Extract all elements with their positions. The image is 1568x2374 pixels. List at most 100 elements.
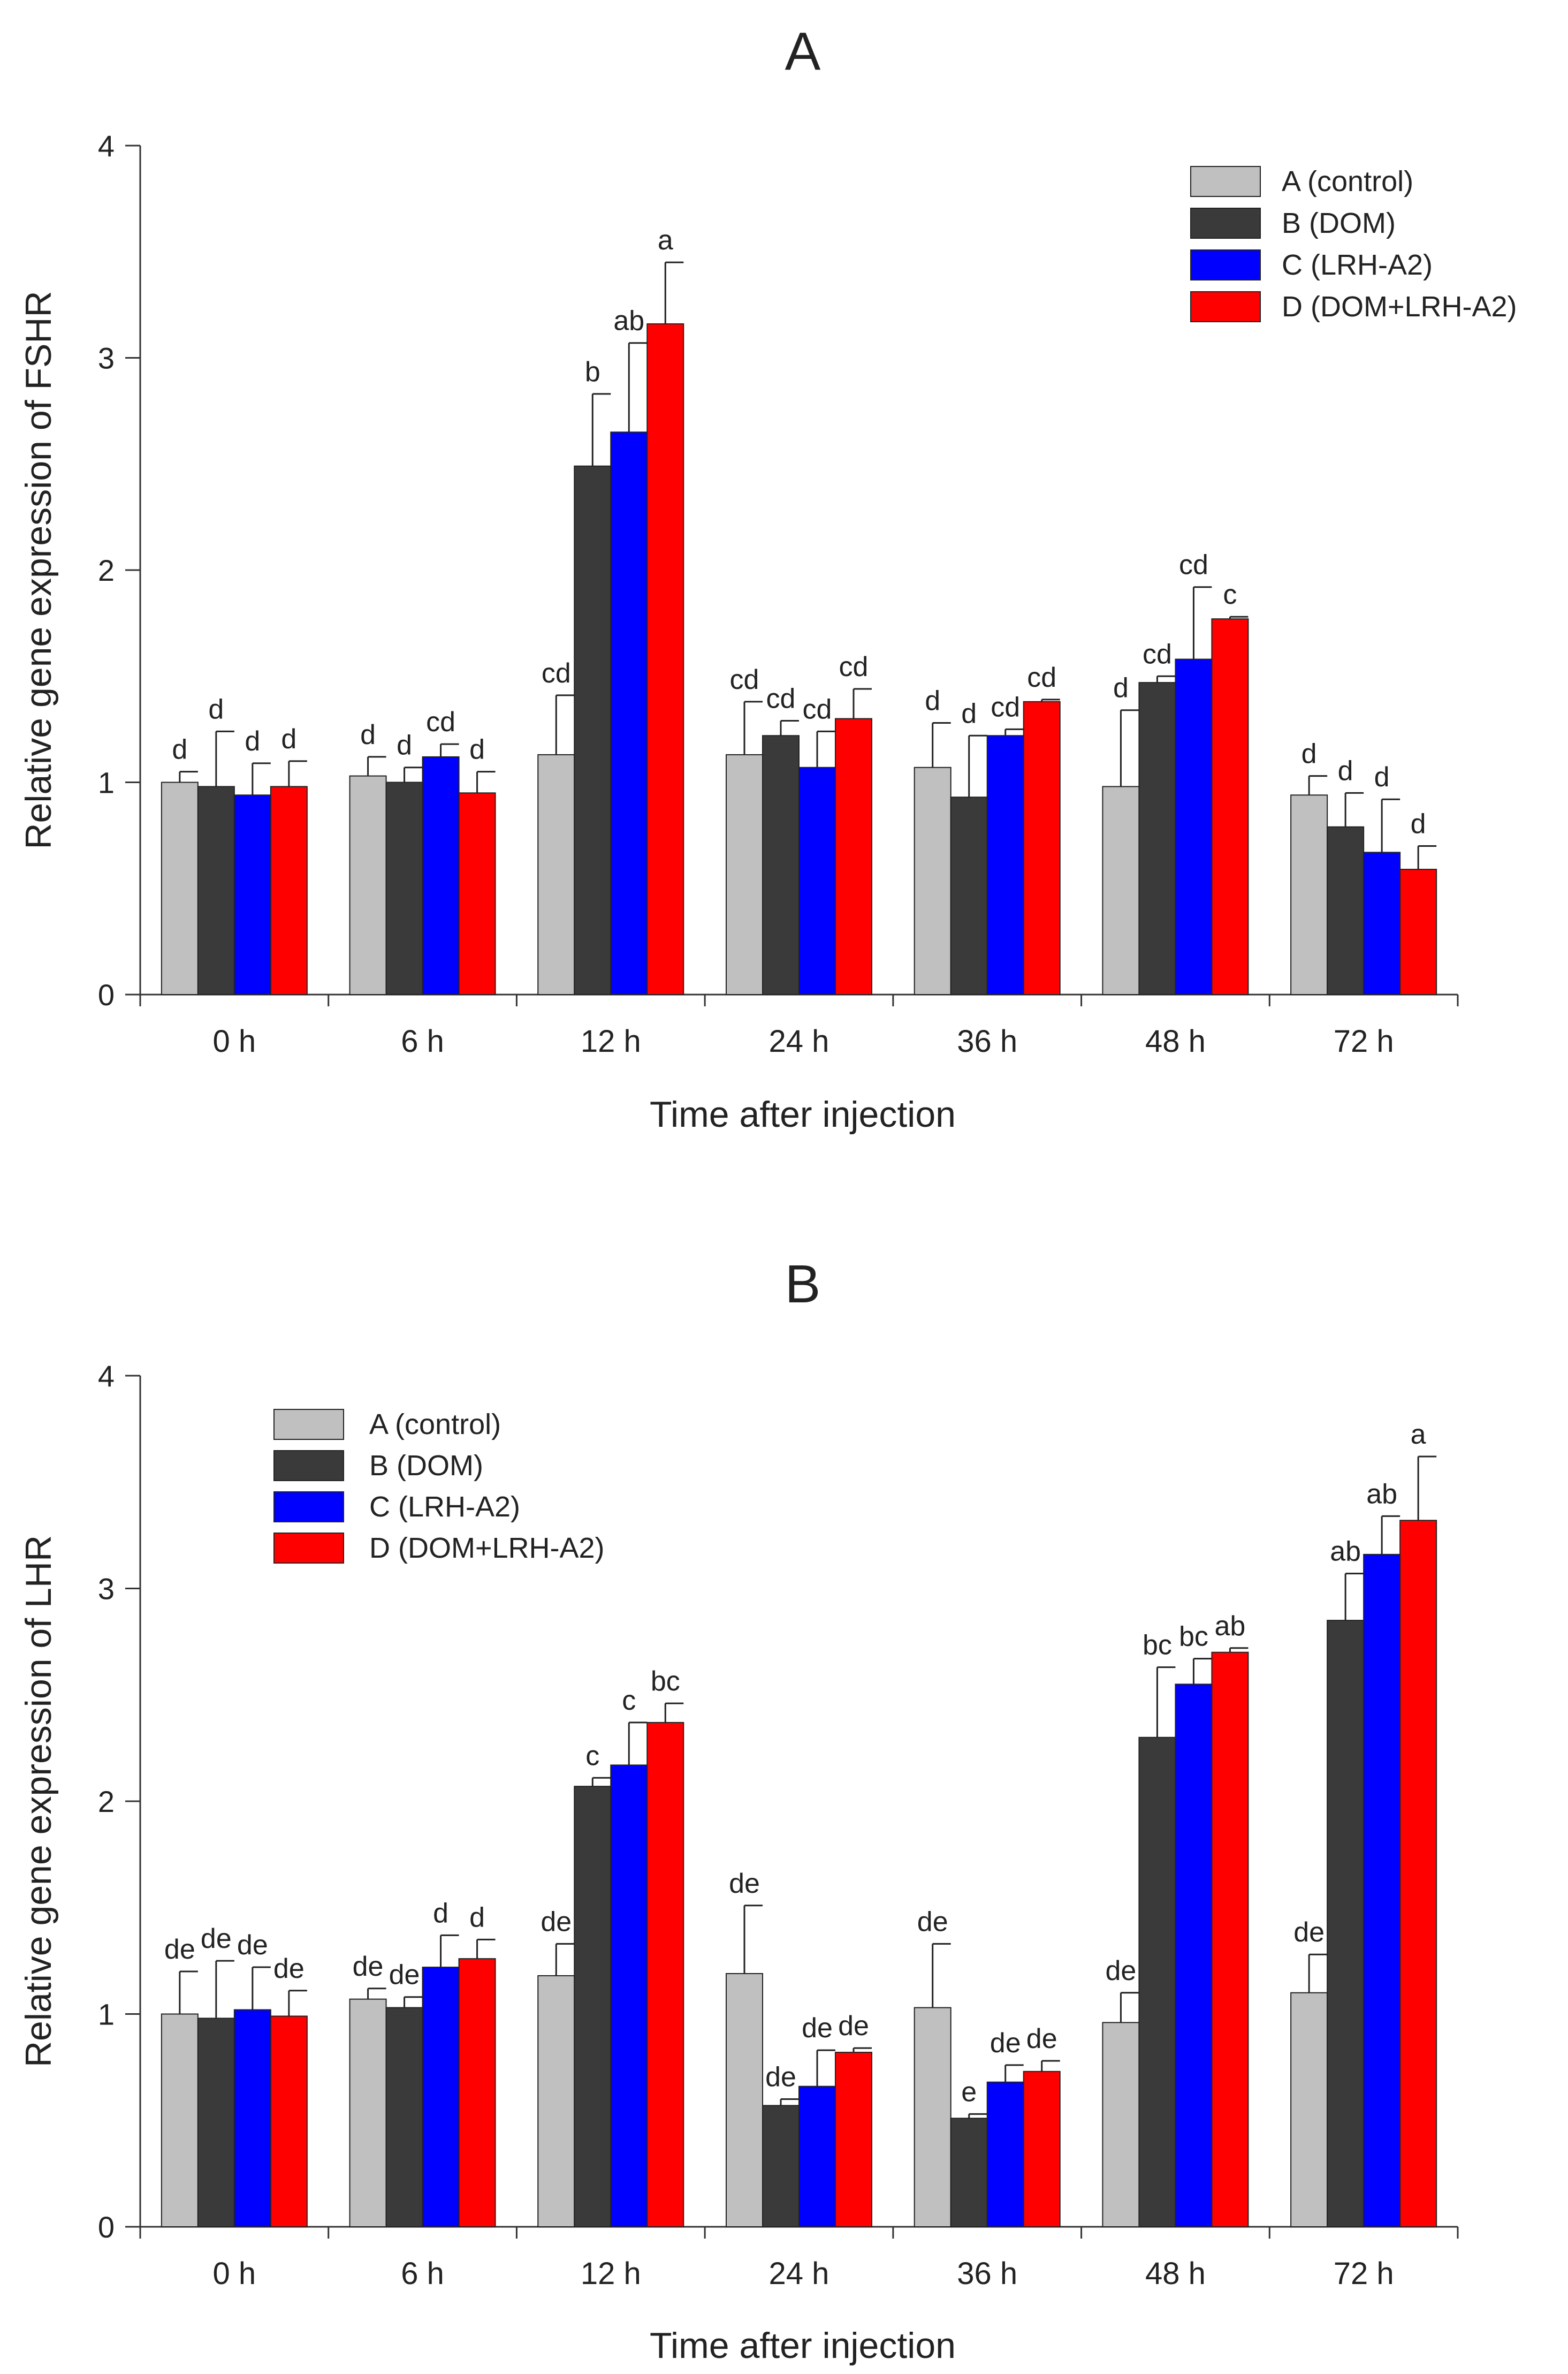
significance-label: d <box>1411 808 1426 839</box>
y-tick-label: 4 <box>98 129 115 163</box>
y-tick-label: 0 <box>98 978 115 1012</box>
legend-label: D (DOM+LRH-A2) <box>1282 291 1517 323</box>
legend-label: C (LRH-A2) <box>369 1491 520 1523</box>
y-tick-label: 1 <box>98 1998 115 2031</box>
bar <box>458 792 496 995</box>
significance-label: cd <box>1143 639 1172 670</box>
significance-label: ab <box>1215 1611 1246 1642</box>
significance-label: de <box>389 1960 420 1991</box>
bar <box>986 735 1024 996</box>
bar <box>950 797 988 995</box>
bar <box>798 2085 836 2227</box>
significance-label: d <box>1301 739 1317 770</box>
significance-label: d <box>433 1898 448 1929</box>
bar <box>610 431 648 995</box>
significance-label: de <box>802 2013 833 2044</box>
significance-label: de <box>1293 1917 1325 1948</box>
bar <box>422 756 460 996</box>
x-axis-label: Time after injection <box>650 2325 956 2366</box>
bar <box>1327 826 1365 995</box>
bar <box>1175 1683 1213 2227</box>
significance-label: c <box>585 1740 599 1771</box>
significance-label: d <box>172 734 187 765</box>
bar <box>646 1721 684 2228</box>
bar <box>1327 1620 1365 2227</box>
bar <box>1023 701 1061 995</box>
y-tick-label: 3 <box>98 1572 115 1606</box>
bar <box>1102 786 1140 996</box>
significance-label: cd <box>839 651 869 682</box>
significance-label: a <box>1411 1419 1426 1450</box>
bar <box>835 2052 872 2228</box>
bar <box>458 1958 496 2227</box>
bar <box>1102 2022 1140 2227</box>
legend-swatch <box>1190 291 1261 322</box>
significance-label: de <box>838 2011 869 2042</box>
bar <box>422 1967 460 2228</box>
y-axis-label: Relative gene expression of LHR <box>18 1535 59 2067</box>
significance-label: de <box>729 1868 760 1899</box>
significance-label: cd <box>1027 662 1056 693</box>
legend-swatch <box>1190 249 1261 280</box>
bar <box>914 2007 952 2227</box>
bar <box>835 718 872 996</box>
significance-label: de <box>201 1923 232 1954</box>
significance-label: bc <box>1179 1621 1208 1652</box>
legend-swatch <box>273 1491 344 1522</box>
x-tick-label: 0 h <box>213 2256 256 2291</box>
x-tick-label: 6 h <box>401 2256 444 2291</box>
bar <box>197 2017 235 2227</box>
bar <box>762 735 800 996</box>
panel-a: A 0 1 2 3 4 0 h 6 h 12 h 24 h 36 h 48 h 72 h Time aft… <box>18 21 1517 1135</box>
bar <box>1175 658 1213 995</box>
significance-label: a <box>658 225 673 256</box>
bar <box>1363 852 1401 995</box>
y-tick-label: 2 <box>98 1785 115 1818</box>
bar <box>1399 1520 1437 2227</box>
significance-label: b <box>585 357 600 388</box>
chart-title: B <box>785 1254 821 1314</box>
significance-label: c <box>1223 579 1237 610</box>
panel-b: B 0 1 2 3 4 0 h 6 h 12 h 24 h 36 h 48 h 72 h Time aft… <box>18 1254 1459 2366</box>
legend-swatch <box>273 1533 344 1564</box>
x-tick-label: 0 h <box>213 1024 256 1059</box>
x-tick-label: 24 h <box>769 2256 829 2291</box>
bar <box>914 767 952 995</box>
legend-label: C (LRH-A2) <box>1282 249 1433 281</box>
significance-label: c <box>622 1685 636 1716</box>
x-tick-label: 72 h <box>1334 2256 1394 2291</box>
y-tick-label: 2 <box>98 553 115 587</box>
significance-label: cd <box>542 658 571 689</box>
significance-label: de <box>273 1953 305 1984</box>
bar <box>385 782 423 995</box>
significance-label: d <box>245 726 260 757</box>
bar <box>1290 1992 1328 2227</box>
bar <box>1023 2070 1061 2227</box>
significance-label: cd <box>426 707 455 738</box>
significance-label: de <box>1026 2023 1057 2054</box>
bar <box>762 2105 800 2228</box>
significance-label: ab <box>1330 1536 1361 1567</box>
bar <box>233 794 271 996</box>
bar <box>1211 1651 1249 2227</box>
legend-swatch <box>1190 166 1261 197</box>
bar <box>270 2015 308 2228</box>
bar <box>537 754 575 995</box>
significance-label: d <box>281 724 296 755</box>
bar <box>385 2007 423 2227</box>
bar <box>537 1975 575 2227</box>
bar <box>1138 682 1176 995</box>
bar <box>950 2118 988 2227</box>
legend-label: A (control) <box>369 1408 501 1440</box>
bar <box>1363 1553 1401 2227</box>
bar <box>349 1998 387 2228</box>
legend-swatch <box>273 1409 344 1440</box>
significance-label: cd <box>766 684 796 715</box>
significance-label: e <box>961 2076 977 2107</box>
bar <box>726 1973 763 2228</box>
bar <box>161 2013 199 2227</box>
significance-label: de <box>353 1951 384 1982</box>
y-axis-label: Relative gene expression of FSHR <box>18 291 59 849</box>
significance-label: bc <box>1143 1630 1172 1661</box>
